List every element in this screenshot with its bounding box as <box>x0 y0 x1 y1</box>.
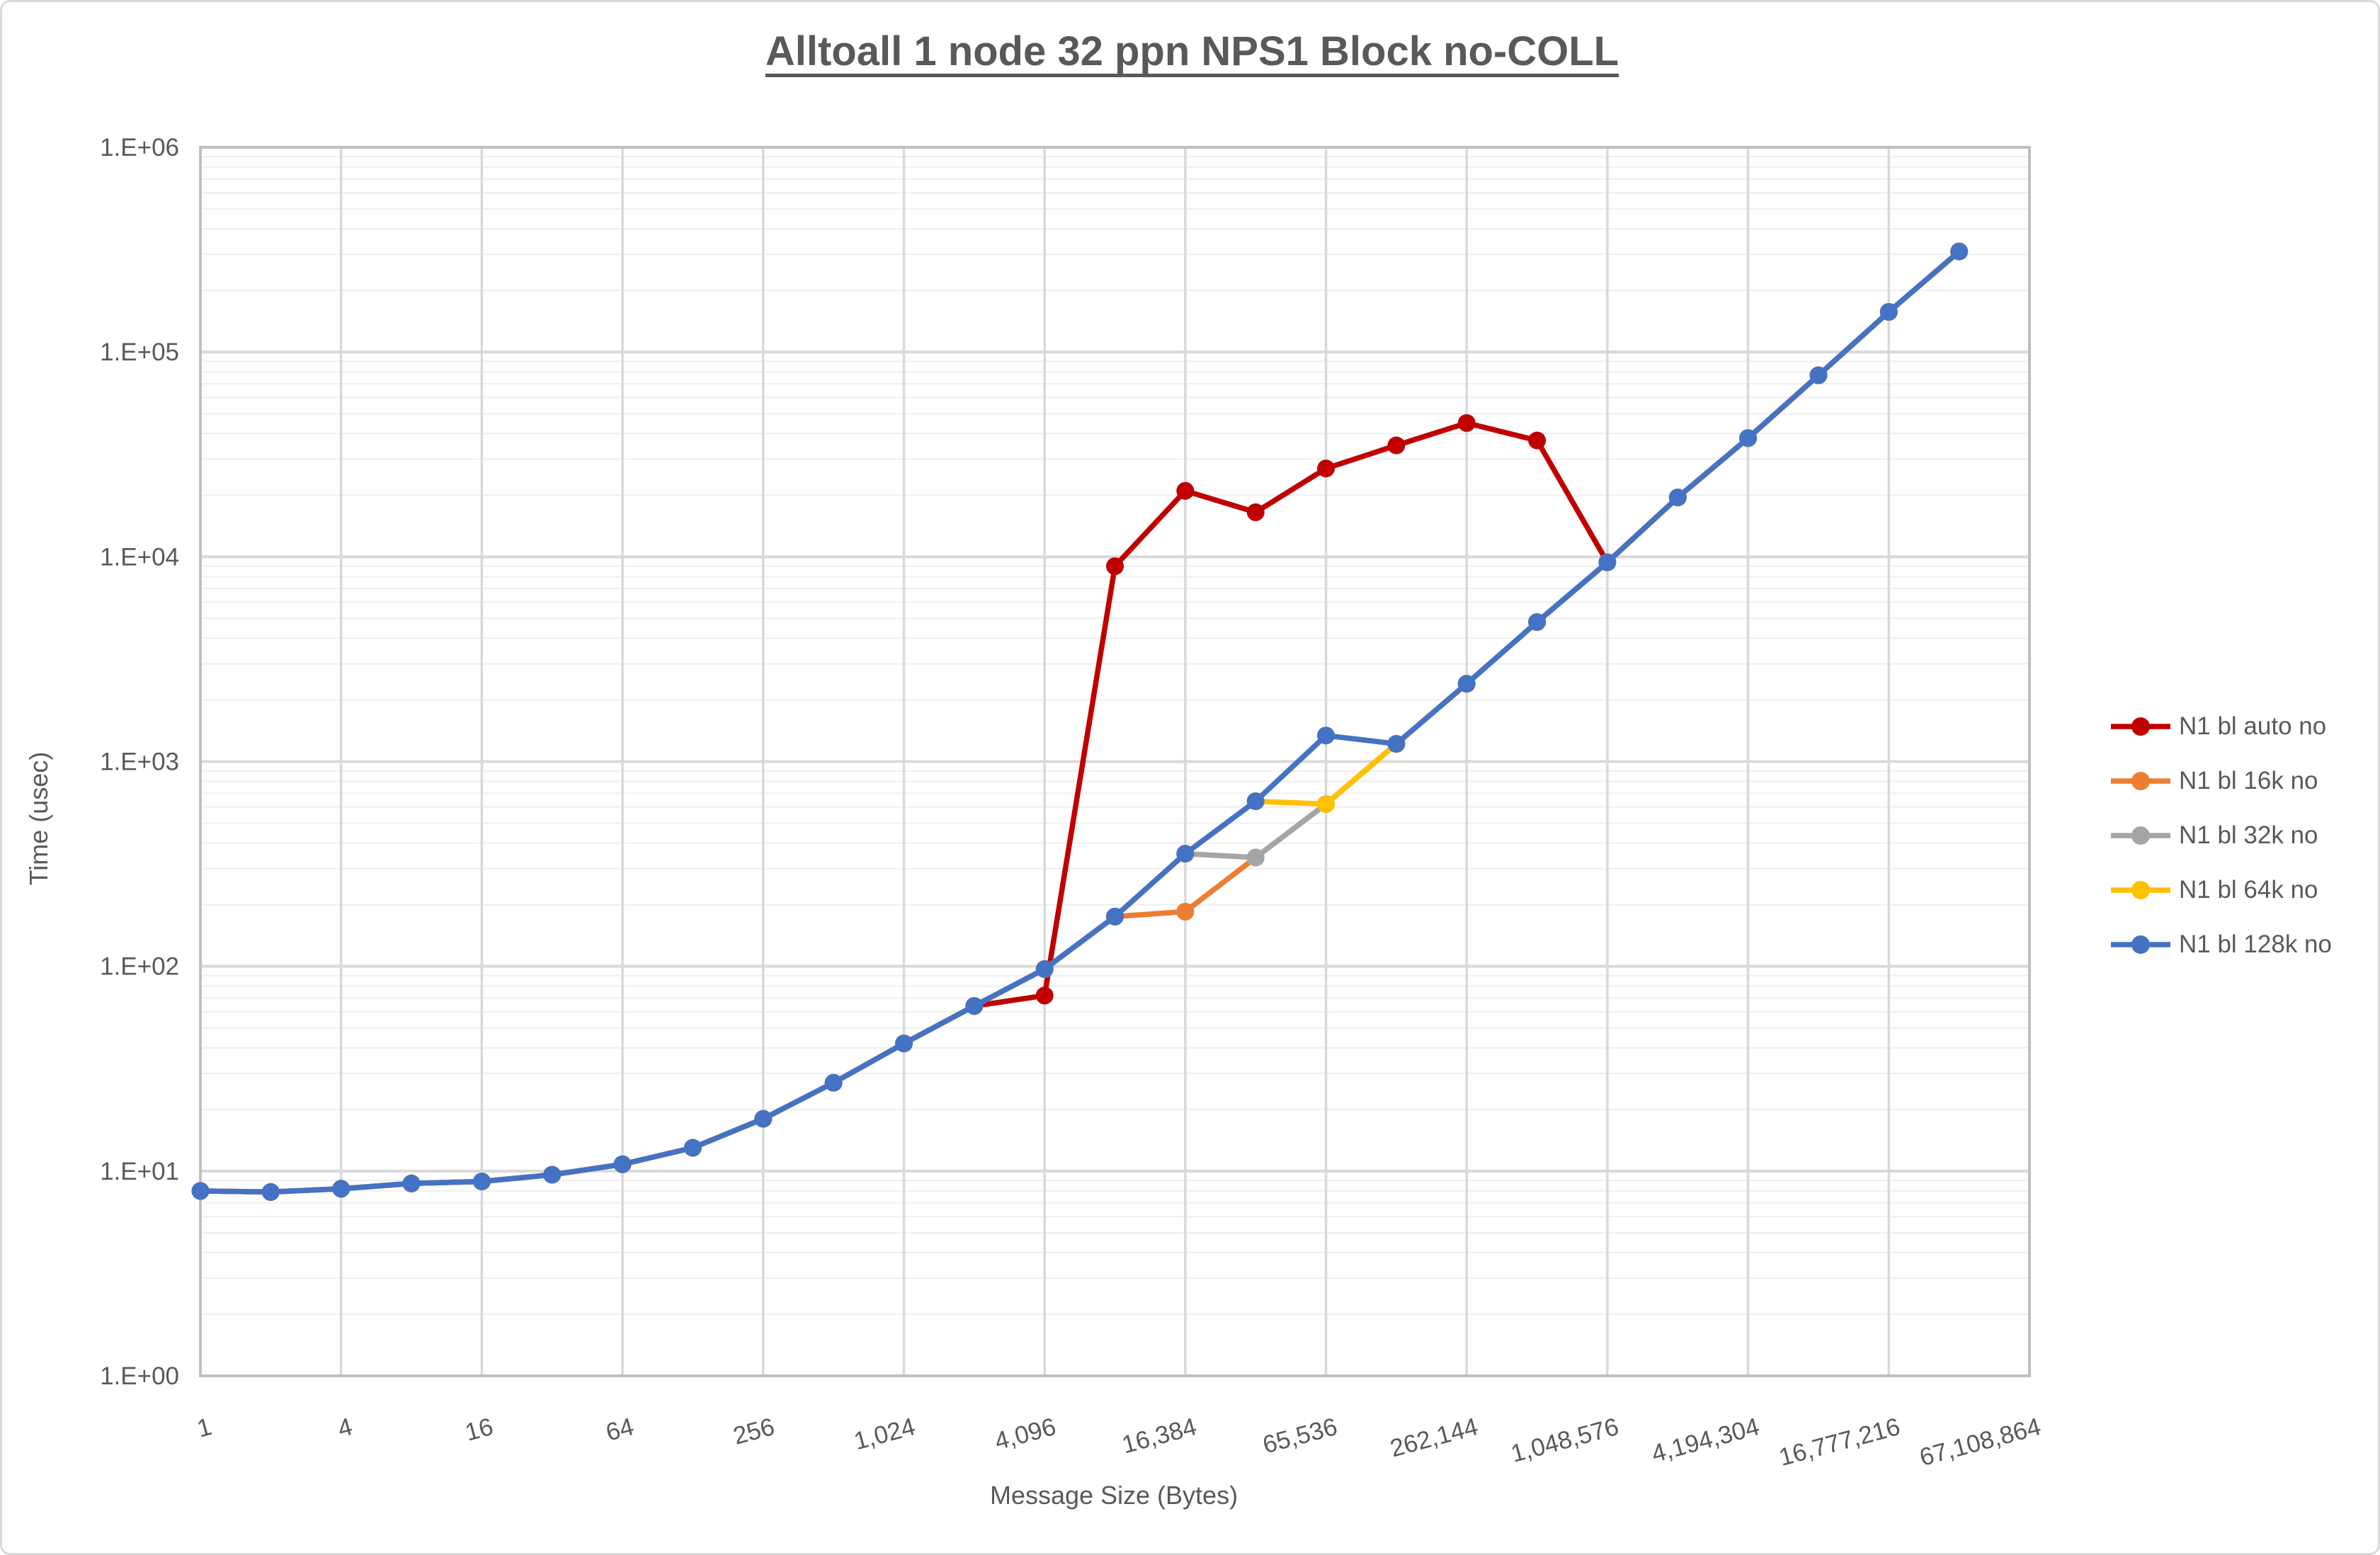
x-tick-label: 16,384 <box>1119 1413 1200 1459</box>
legend-marker-icon <box>2111 771 2170 790</box>
x-tick-label: 64 <box>603 1413 637 1447</box>
legend-marker-icon <box>2111 717 2170 736</box>
data-point <box>1668 489 1687 506</box>
data-point <box>402 1174 421 1192</box>
legend-label: N1 bl auto no <box>2179 712 2327 740</box>
data-point <box>1246 848 1265 867</box>
data-point <box>754 1110 773 1128</box>
data-point <box>1246 792 1265 810</box>
y-tick-label: 1.E+00 <box>100 1362 179 1390</box>
data-point <box>1387 436 1406 455</box>
series-line <box>200 249 1961 1195</box>
data-point <box>1598 553 1617 571</box>
data-point <box>1035 960 1054 978</box>
data-point <box>472 1173 491 1190</box>
data-point <box>543 1166 562 1184</box>
data-point <box>965 997 984 1015</box>
data-point <box>1317 727 1335 745</box>
data-point <box>1809 366 1828 385</box>
x-tick-label: 1,048,576 <box>1508 1413 1622 1468</box>
legend-item: N1 bl 16k no <box>2111 753 2332 808</box>
legend-item: N1 bl 32k no <box>2111 808 2332 862</box>
data-point <box>824 1073 843 1092</box>
x-tick-label: 1 <box>194 1413 215 1443</box>
y-tick-labels: 1.E+00 1.E+01 1.E+02 1.E+03 1.E+04 1.E+05 1.E+… <box>100 134 179 1390</box>
legend-marker-icon <box>2111 826 2170 845</box>
data-point <box>1317 460 1335 478</box>
series-n1-bl-32k-no <box>191 242 1969 1201</box>
data-point <box>1106 907 1124 925</box>
x-tick-label: 256 <box>730 1413 778 1450</box>
series-line <box>200 249 1961 1195</box>
chart-title: Alltoall 1 node 32 ppn NPS1 Block no-COL… <box>765 28 1619 74</box>
data-point <box>1246 503 1265 521</box>
y-tick-label: 1.E+06 <box>100 134 179 161</box>
data-point <box>1739 429 1758 448</box>
x-tick-label: 4 <box>335 1413 355 1443</box>
series-n1-bl-64k-no <box>191 242 1969 1201</box>
data-point <box>332 1180 351 1198</box>
legend-label: N1 bl 128k no <box>2179 930 2332 958</box>
y-tick-label: 1.E+01 <box>100 1158 179 1185</box>
data-point <box>895 1035 913 1053</box>
data-point <box>1457 675 1476 693</box>
legend-item: N1 bl 128k no <box>2111 917 2332 972</box>
legend-marker-icon <box>2111 935 2170 954</box>
data-point <box>1528 613 1547 631</box>
y-tick-label: 1.E+03 <box>100 748 179 776</box>
y-axis-title: Time (usec) <box>24 751 53 886</box>
y-tick-label: 1.E+02 <box>100 953 179 981</box>
data-point <box>1106 557 1124 576</box>
x-tick-label: 1,024 <box>851 1413 918 1455</box>
x-tick-label: 16 <box>462 1413 496 1447</box>
data-point <box>191 1182 210 1200</box>
plot-area <box>199 146 2031 1377</box>
x-tick-labels: 1 4 16 64 256 1,024 4,096 16,384 65,536 262,144 1,… <box>194 1413 2044 1471</box>
data-point <box>1317 795 1335 813</box>
data-point <box>1035 986 1054 1005</box>
x-tick-label: 67,108,864 <box>1917 1413 2044 1471</box>
data-point <box>1528 431 1547 450</box>
chart-legend: N1 bl auto no N1 bl 16k no N1 bl 32k no N1 … <box>2111 699 2332 972</box>
data-point <box>1387 735 1406 753</box>
series-line <box>200 249 1961 1195</box>
y-tick-label: 1.E+04 <box>100 543 179 571</box>
data-point <box>683 1139 702 1157</box>
x-tick-label: 4,096 <box>992 1413 1059 1455</box>
data-point <box>1457 414 1476 432</box>
data-point <box>613 1155 632 1173</box>
x-axis-title: Message Size (Bytes) <box>989 1481 1239 1510</box>
series-n1-bl-auto-no <box>191 242 1969 1201</box>
legend-label: N1 bl 64k no <box>2179 875 2318 904</box>
series-n1-bl-16k-no <box>191 242 1969 1201</box>
x-tick-label: 16,777,216 <box>1776 1413 1903 1471</box>
data-point <box>1950 242 1969 261</box>
series-line <box>200 249 1961 1195</box>
data-point <box>1176 845 1195 863</box>
data-point <box>1879 303 1898 321</box>
data-point <box>1176 902 1195 921</box>
legend-label: N1 bl 16k no <box>2179 766 2318 794</box>
legend-label: N1 bl 32k no <box>2179 821 2318 849</box>
y-minor-gridlines <box>200 156 2029 1316</box>
legend-item: N1 bl auto no <box>2111 699 2332 753</box>
x-tick-label: 65,536 <box>1260 1413 1340 1459</box>
y-tick-label: 1.E+05 <box>100 338 179 366</box>
series-n1-bl-128k-no <box>191 242 1969 1201</box>
legend-item: N1 bl 64k no <box>2111 862 2332 917</box>
data-point <box>261 1183 280 1201</box>
x-tick-label: 262,144 <box>1387 1413 1481 1462</box>
series-line <box>200 249 1961 1195</box>
x-tick-label: 4,194,304 <box>1649 1413 1763 1468</box>
legend-marker-icon <box>2111 880 2170 899</box>
data-point <box>1176 482 1195 500</box>
